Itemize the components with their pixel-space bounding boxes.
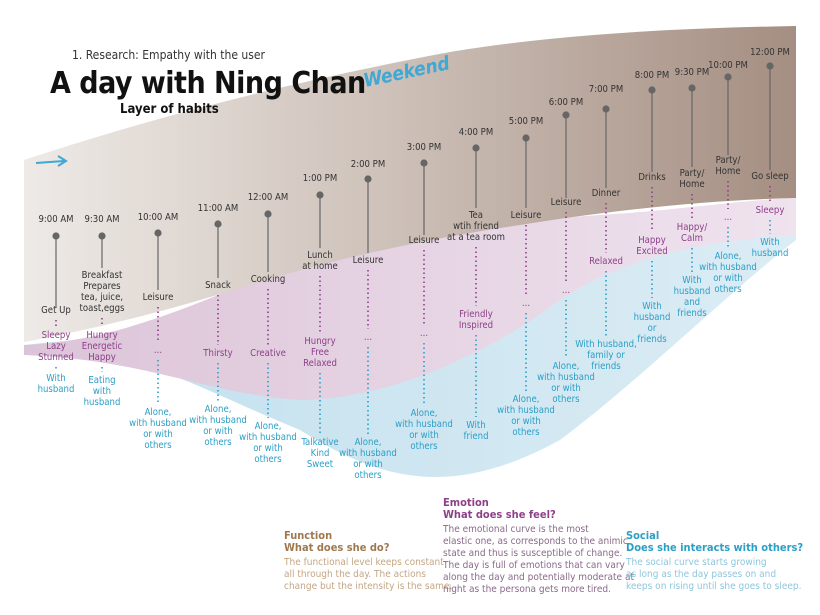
timeline-emotion: ...: [363, 332, 373, 343]
timeline-social: With husband, family or friends: [575, 339, 637, 372]
timeline-activity: Cooking: [250, 274, 286, 285]
timeline-time: 4:00 PM: [458, 127, 494, 138]
timeline-social: Alone, with husband or with others: [497, 394, 555, 438]
timeline-social: Alone, with husband or with others: [395, 408, 453, 452]
timeline-social: Alone, with husband or with others: [339, 437, 397, 481]
legend-social-title: Social: [626, 529, 660, 542]
timeline-social: Eating with husband: [83, 375, 121, 408]
emotion-band: [24, 198, 796, 400]
timeline-emotion: ...: [153, 345, 163, 356]
legend-social: Social Does she interacts with others? T…: [626, 530, 803, 593]
timeline-emotion: Hungry Energetic Happy: [81, 330, 123, 363]
timeline-activity: Breakfast Prepares tea, juice, toast,egg…: [79, 270, 125, 314]
timeline-activity: Snack: [205, 280, 231, 291]
timeline-activity: Leisure: [408, 235, 440, 246]
timeline-social: With husband or friends: [633, 301, 671, 345]
header-subtitle: 1. Research: Empathy with the user: [72, 48, 265, 62]
timeline-time: 1:00 PM: [302, 173, 338, 184]
timeline-activity: Drinks: [638, 172, 666, 183]
timeline-social: Alone, with husband or with others: [129, 407, 187, 451]
timeline-social: Talkative Kind Sweet: [301, 437, 339, 470]
timeline-emotion: Relaxed: [589, 256, 623, 267]
timeline-social: With husband: [751, 237, 789, 259]
timeline-emotion: Sleepy: [755, 205, 785, 216]
timeline-time: 12:00 AM: [247, 192, 289, 203]
timeline-emotion: Sleepy Lazy Stunned: [38, 330, 74, 363]
timeline-activity: Dinner: [591, 188, 621, 199]
pin-layer: [52, 62, 774, 308]
legend-social-text: The social curve starts growing as long …: [626, 557, 802, 592]
timeline-social: With husband and friends: [673, 275, 711, 319]
timeline-emotion: ...: [723, 212, 733, 223]
timeline-time: 10:00 PM: [708, 60, 748, 71]
timeline-activity: Leisure: [510, 210, 542, 221]
timeline-time: 9:00 AM: [38, 214, 74, 225]
timeline-emotion: Friendly Inspired: [458, 309, 494, 331]
legend-function-text: The functional level keeps constant all …: [284, 557, 453, 592]
timeline-emotion: Creative: [250, 348, 286, 359]
timeline-emotion: ...: [521, 298, 531, 309]
timeline-time: 9:30 AM: [84, 214, 120, 225]
legend-emotion-title: Emotion: [443, 496, 489, 509]
legend-function-question: What does she do?: [284, 541, 390, 554]
timeline-time: 8:00 PM: [634, 70, 670, 81]
timeline-time: 7:00 PM: [588, 84, 624, 95]
timeline-social: Alone, with husband or with others: [537, 361, 595, 405]
timeline-activity: Leisure: [550, 197, 582, 208]
timeline-activity: Get Up: [41, 305, 71, 316]
timeline-activity: Party/ Home: [715, 155, 741, 177]
arrow-icon: [35, 155, 68, 167]
timeline-social: Alone, with husband or with others: [699, 251, 757, 295]
legend-emotion-question: What does she feel?: [443, 508, 556, 521]
timeline-time: 10:00 AM: [137, 212, 179, 223]
timeline-social: Alone, with husband or with others: [189, 404, 247, 448]
timeline-time: 2:00 PM: [350, 159, 386, 170]
timeline-emotion: Hungry Free Relaxed: [303, 336, 337, 369]
timeline-activity: Tea wtih friend at a tea room: [447, 210, 505, 243]
page-title: A day with Ning Chan: [50, 66, 366, 101]
timeline-activity: Leisure: [352, 255, 384, 266]
timeline-social: Alone, with husband or with others: [239, 421, 297, 465]
function-band: [24, 26, 796, 342]
timeline-social: With husband: [37, 373, 75, 395]
timeline-emotion: Happy/ Calm: [676, 222, 708, 244]
timeline-activity: Go sleep: [751, 171, 789, 182]
legend-function-title: Function: [284, 529, 333, 542]
legend-emotion-text: The emotional curve is the most elastic …: [443, 524, 634, 595]
timeline-emotion: ...: [419, 328, 429, 339]
layer-label: Layer of habits: [120, 102, 219, 117]
connector-layer: [55, 181, 771, 434]
timeline-emotion: Thirsty: [203, 348, 233, 359]
timeline-emotion: ...: [561, 285, 571, 296]
legend-emotion: Emotion What does she feel? The emotiona…: [443, 497, 634, 596]
timeline-time: 6:00 PM: [548, 97, 584, 108]
timeline-social: With friend: [463, 420, 489, 442]
legend-function: Function What does she do? The functiona…: [284, 530, 452, 593]
timeline-emotion: Happy Excited: [636, 235, 668, 257]
timeline-time: 9:30 PM: [674, 67, 710, 78]
timeline-time: 5:00 PM: [508, 116, 544, 127]
timeline-activity: Lunch at home: [302, 250, 338, 272]
timeline-activity: Party/ Home: [679, 168, 705, 190]
legend-social-question: Does she interacts with others?: [626, 541, 804, 554]
timeline-time: 3:00 PM: [406, 142, 442, 153]
timeline-activity: Leisure: [142, 292, 174, 303]
timeline-time: 11:00 AM: [197, 203, 239, 214]
timeline-time: 12:00 PM: [750, 47, 790, 58]
